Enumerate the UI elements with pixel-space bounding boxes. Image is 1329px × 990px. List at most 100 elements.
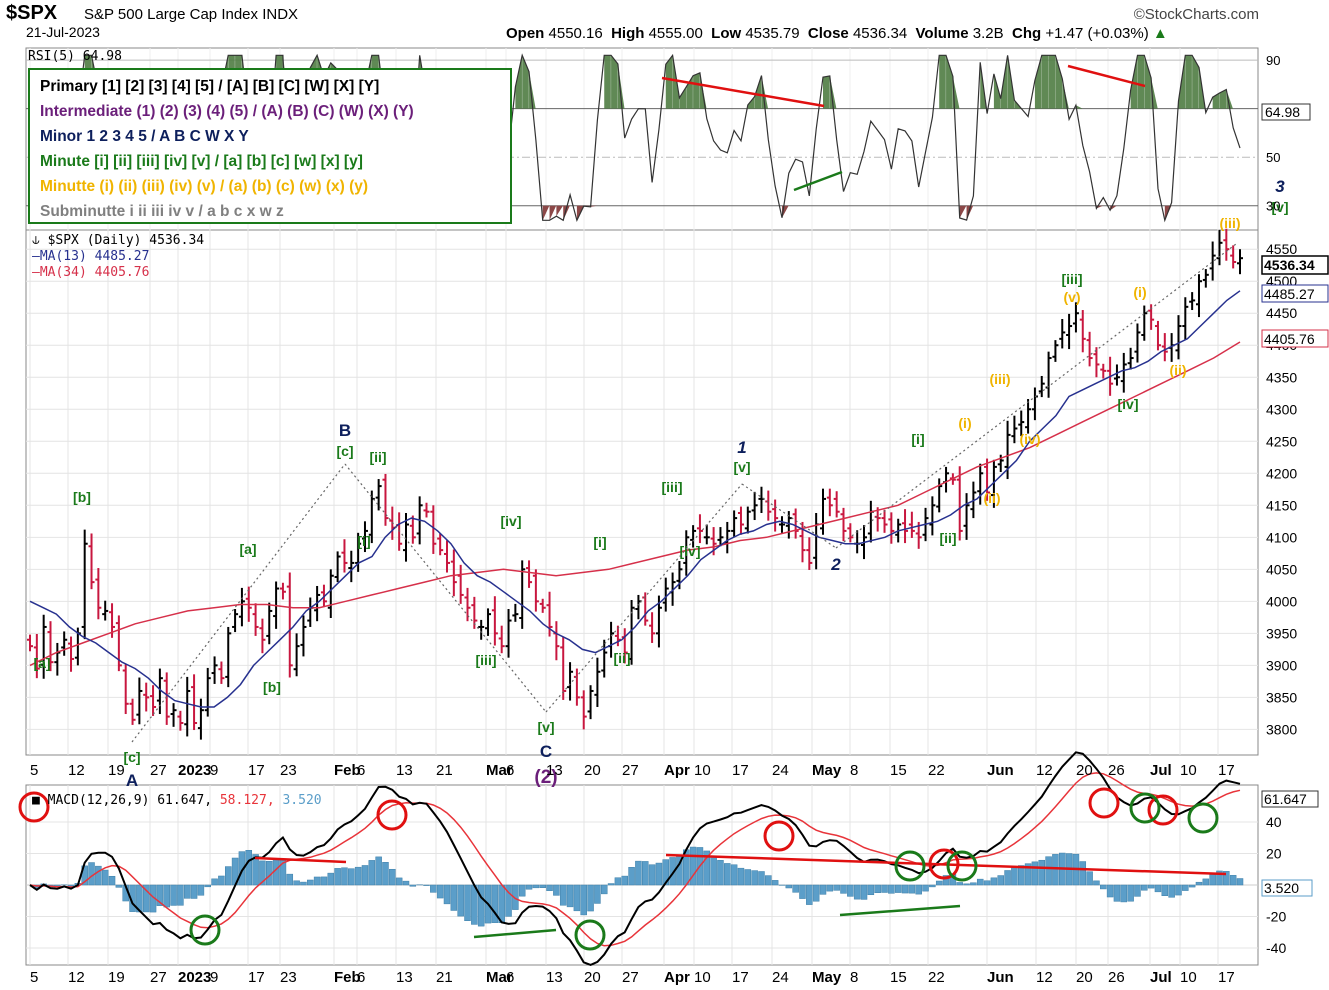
x-tick-label: 10	[694, 762, 711, 779]
divergence-line-red	[661, 76, 825, 108]
macd-hist-bar	[935, 880, 943, 886]
panel-frames	[25, 47, 1259, 966]
macd-hist-bar	[669, 857, 676, 886]
low-label: Low	[711, 25, 742, 42]
macd-hist-bar	[204, 884, 211, 888]
macd-hist-bar	[307, 879, 314, 886]
ma34-label-text: MA(34) 4405.76	[40, 265, 150, 280]
macd-hist-bar	[348, 868, 355, 886]
macd-hist-bar	[573, 884, 581, 912]
legend-minutte: Minutte (i) (ii) (iii) (iv) (v) / (a) (b…	[40, 178, 369, 195]
macd-panel	[29, 751, 1244, 966]
x-tick-label: May	[812, 762, 842, 779]
macd-hist-bar	[177, 884, 184, 906]
x-tick-label: 9	[210, 762, 218, 779]
x-tick-label: 10	[1180, 762, 1197, 779]
macd-hist-bar	[101, 869, 109, 886]
x-tick-label: 24	[772, 762, 789, 779]
macd-hist-bar	[642, 861, 649, 886]
macd-hist-bar	[498, 884, 505, 924]
ma34-value-text: 4405.76	[1264, 331, 1315, 347]
macd-hist-bar	[1195, 881, 1203, 886]
macd-hist-bar	[860, 884, 868, 900]
macd-signal-line	[29, 772, 1241, 947]
macd-hist-bar	[546, 884, 553, 891]
chg-label: Chg	[1011, 25, 1042, 42]
x-tick-label-bottom: 12	[68, 969, 85, 986]
x-tick-label: 27	[622, 762, 639, 779]
macd-hist-bar	[792, 884, 799, 893]
wave-label: (ii)	[1169, 362, 1186, 378]
macd-hist-bar	[320, 876, 328, 886]
macd-hist-bar	[464, 884, 471, 921]
wave-label: (v)	[1063, 289, 1080, 305]
macd-hist-bar	[1045, 856, 1052, 886]
macd-hist-bar	[888, 884, 895, 894]
minor-wave-label: 3	[1275, 177, 1285, 196]
macd-hist-bar	[170, 884, 177, 906]
high-value: 4555.00	[648, 25, 703, 42]
macd-hist-bar	[382, 862, 389, 886]
x-tick-label: 15	[890, 762, 907, 779]
buy-signal-circle	[574, 919, 606, 951]
x-tick-label-bottom: 22	[928, 969, 945, 986]
macd-hist-bar	[648, 864, 656, 886]
x-tick-label-bottom: 17	[1218, 969, 1235, 986]
macd-hist-bar	[1086, 871, 1093, 886]
buy-signal-circle	[894, 850, 926, 882]
x-tick-label: Feb	[334, 762, 361, 779]
macd-hist-bar	[853, 884, 861, 900]
ma13-label: —MA(13) 4485.27	[32, 249, 149, 264]
macd-hist-bar	[1141, 884, 1148, 891]
hist-value-text: 3.520	[1264, 880, 1299, 896]
legend-primary: Primary [1] [2] [3] [4] [5] / [A] [B] [C…	[40, 78, 380, 95]
buy-signal-circle	[189, 914, 221, 946]
x-tick-label-bottom: May	[812, 969, 842, 986]
sell-signal-circle	[18, 791, 50, 823]
macd-label-prefix: MACD(12,26,9)	[48, 793, 150, 808]
macd-label: ■ MACD(12,26,9) 61.647, 58.127, 3.520	[32, 793, 322, 808]
x-tick-label-bottom: 23	[280, 969, 297, 986]
index-full-name: S&P 500 Large Cap Index	[84, 6, 259, 23]
macd-hist-bar	[867, 884, 875, 896]
price-y-tick: 4150	[1266, 497, 1297, 513]
volume-value: 3.2B	[972, 25, 1004, 42]
macd-hist-bar	[375, 856, 382, 886]
macd-value-text: 61.647	[1264, 791, 1307, 807]
macd-hist-bar	[1127, 884, 1134, 902]
x-tick-label-bottom: 20	[1076, 969, 1093, 986]
macd-hist-bar	[368, 860, 376, 886]
close-label: Close	[807, 25, 849, 42]
rsi-y-tick: 50	[1266, 150, 1280, 165]
macd-hist-bar	[970, 882, 977, 886]
macd-hist-bar	[95, 865, 102, 886]
hist-value-box	[1261, 879, 1313, 897]
x-tick-label: 5	[30, 762, 38, 779]
price-y-tick: 3850	[1266, 689, 1297, 705]
macd-hist-bar	[327, 872, 335, 886]
x-tick-label-bottom: 10	[694, 969, 711, 986]
wave-trend-dotted	[741, 483, 837, 549]
legend-minor: Minor 1 2 3 4 5 / A B C W X Y	[40, 128, 249, 145]
x-tick-label: 26	[1108, 762, 1125, 779]
ma34-swatch: —	[32, 265, 40, 280]
macd-hist-bar	[874, 884, 881, 894]
macd-hist-bar	[1031, 861, 1039, 886]
x-tick-label-bottom: 5	[30, 969, 38, 986]
macd-hist-bar	[1113, 884, 1121, 902]
macd-hist-bar	[1175, 884, 1182, 896]
divergence-line-red	[1067, 64, 1146, 88]
ohlc-icon: ⫝	[32, 233, 40, 248]
wave-label: (iv)	[1020, 431, 1041, 447]
macd-hist-bar	[512, 884, 519, 910]
x-tick-label: Jun	[987, 762, 1014, 779]
x-tick-label: 13	[546, 762, 563, 779]
macd-hist-bar	[259, 860, 266, 886]
ticker-symbol: $SPX	[6, 2, 58, 24]
macd-hist-bar	[156, 884, 164, 906]
rsi-line	[29, 53, 1241, 223]
macd-hist-bar	[402, 880, 410, 886]
wave-label: [iii]	[662, 479, 683, 495]
ma34-value-box	[1261, 329, 1329, 348]
wave-label: [a]	[33, 655, 50, 671]
